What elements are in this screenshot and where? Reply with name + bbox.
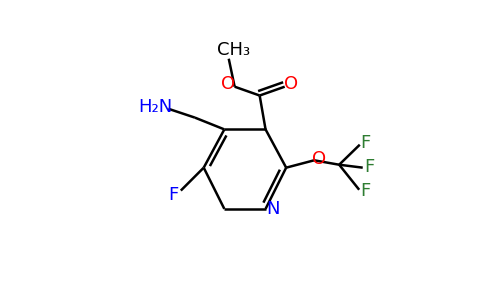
Text: F: F [168,186,179,204]
Text: O: O [221,75,235,93]
Text: O: O [284,75,298,93]
Text: O: O [312,150,327,168]
Text: N: N [266,200,280,218]
Text: F: F [364,158,374,176]
Text: F: F [361,134,371,152]
Text: F: F [360,182,370,200]
Text: H₂N: H₂N [138,98,172,116]
Text: CH₃: CH₃ [217,41,250,59]
